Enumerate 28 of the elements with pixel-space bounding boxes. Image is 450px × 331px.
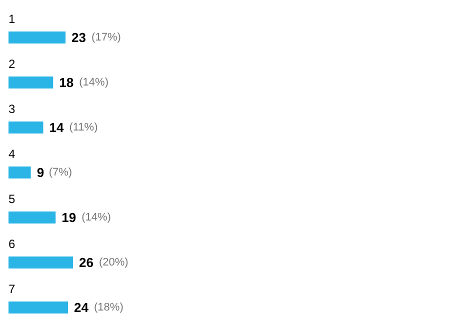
y-tick-label: 1 (8, 12, 16, 26)
y-tick-label: 6 (8, 237, 16, 251)
data-label: 19 (62, 210, 76, 225)
annotation: (20%) (98, 256, 128, 268)
data-label: 26 (78, 255, 94, 270)
y-tick-label: 3 (8, 102, 16, 116)
y-tick-label: 2 (8, 57, 16, 71)
bar (8, 302, 68, 314)
bar (8, 212, 56, 224)
bar (8, 256, 73, 268)
annotation: (17%) (92, 32, 121, 44)
annotation: (14%) (79, 76, 108, 88)
data-label: 18 (59, 75, 74, 90)
annotation: (18%) (94, 302, 124, 314)
y-tick-label: 7 (8, 282, 16, 296)
annotation: (14%) (82, 212, 111, 224)
data-label: 14 (49, 120, 64, 135)
data-label: 23 (72, 30, 86, 45)
annotation: (7%) (48, 166, 72, 178)
y-tick-label: 4 (8, 147, 16, 161)
data-label: 9 (36, 165, 44, 180)
annotation: (11%) (69, 122, 98, 134)
y-tick-label: 5 (8, 192, 16, 206)
bar (8, 166, 31, 178)
data-label: 24 (74, 300, 90, 315)
bar (8, 122, 44, 134)
bar (8, 76, 54, 88)
bar (8, 32, 66, 44)
